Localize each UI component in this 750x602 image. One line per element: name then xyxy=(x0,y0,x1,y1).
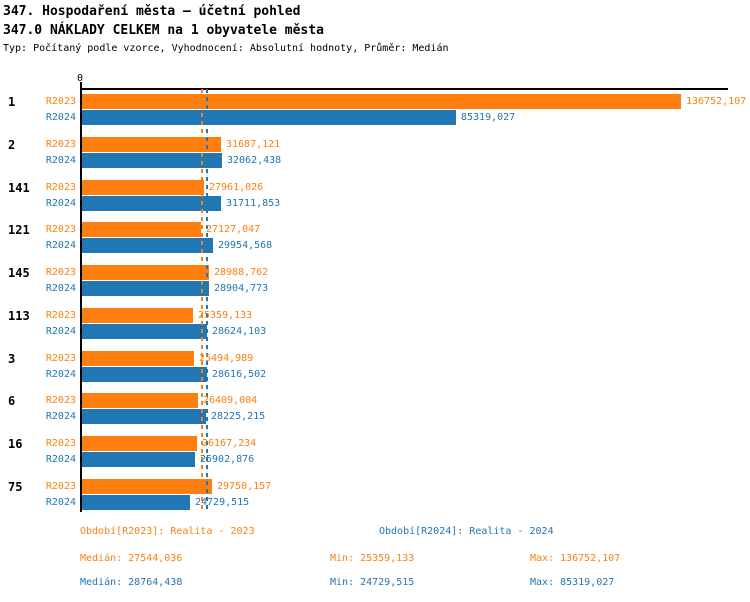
bar-group-6: 6 R2023 26409,004 R2024 28225,215 xyxy=(0,393,750,425)
value-label-r2023: 27127,047 xyxy=(206,224,261,235)
legend-max-r2024: Max: 85319,027 xyxy=(530,577,615,588)
bar-r2024 xyxy=(82,409,206,424)
legend-period-r2023: Období[R2023]: Realita - 2023 xyxy=(80,526,255,537)
bar-r2024 xyxy=(82,367,207,382)
series-label-r2023: R2023 xyxy=(45,267,76,278)
bar-r2023 xyxy=(82,351,194,366)
legend-max-r2023: Max: 136752,107 xyxy=(530,553,621,564)
bar-r2024 xyxy=(82,238,213,253)
median-line-r2024 xyxy=(206,89,208,512)
bar-group-75: 75 R2023 29750,157 R2024 24729,515 xyxy=(0,479,750,511)
bar-r2023 xyxy=(82,436,197,451)
series-label-r2024: R2024 xyxy=(45,454,76,465)
meta-line: Typ: Počítaný podle vzorce, Vyhodnocení:… xyxy=(3,43,449,54)
value-label-r2024: 28904,773 xyxy=(214,283,269,294)
series-label-r2024: R2024 xyxy=(45,112,76,123)
value-label-r2024: 28225,215 xyxy=(211,411,266,422)
series-label-r2023: R2023 xyxy=(45,395,76,406)
median-line-r2023 xyxy=(201,89,203,512)
legend-median-r2024: Medián: 28764,438 xyxy=(80,577,183,588)
value-label-r2024: 28616,502 xyxy=(212,369,267,380)
x-axis-zero-tick-label: 0 xyxy=(76,73,84,84)
value-label-r2024: 25902,876 xyxy=(200,454,255,465)
legend-period-r2024: Období[R2024]: Realita - 2024 xyxy=(379,526,554,537)
category-label: 121 xyxy=(8,223,30,237)
series-label-r2023: R2023 xyxy=(45,182,76,193)
value-label-r2023: 26409,004 xyxy=(203,395,258,406)
legend-min-r2023: Min: 25359,133 xyxy=(330,553,415,564)
value-label-r2024: 31711,853 xyxy=(226,198,281,209)
page-subtitle: 347.0 NÁKLADY CELKEM na 1 obyvatele měst… xyxy=(3,23,324,38)
bar-group-141: 141 R2023 27961,026 R2024 31711,853 xyxy=(0,180,750,212)
series-label-r2024: R2024 xyxy=(45,283,76,294)
value-label-r2023: 25494,989 xyxy=(199,353,254,364)
series-label-r2023: R2023 xyxy=(45,310,76,321)
category-label: 16 xyxy=(8,437,23,451)
bar-r2023 xyxy=(82,180,204,195)
series-label-r2023: R2023 xyxy=(45,96,76,107)
value-label-r2023: 27961,026 xyxy=(209,182,264,193)
value-label-r2024: 29954,568 xyxy=(218,240,273,251)
series-label-r2023: R2023 xyxy=(45,139,76,150)
series-label-r2024: R2024 xyxy=(45,497,76,508)
series-label-r2024: R2024 xyxy=(45,411,76,422)
series-label-r2023: R2023 xyxy=(45,438,76,449)
legend-min-r2024: Min: 24729,515 xyxy=(330,577,415,588)
series-label-r2024: R2024 xyxy=(45,326,76,337)
bar-r2023 xyxy=(82,308,193,323)
bar-group-2: 2 R2023 31687,121 R2024 32062,438 xyxy=(0,137,750,169)
legend-median-r2023: Medián: 27544,036 xyxy=(80,553,183,564)
series-label-r2024: R2024 xyxy=(45,198,76,209)
value-label-r2023: 26167,234 xyxy=(202,438,257,449)
bar-group-145: 145 R2023 28988,762 R2024 28904,773 xyxy=(0,265,750,297)
value-label-r2023: 31687,121 xyxy=(226,139,281,150)
category-label: 6 xyxy=(8,394,16,408)
category-label: 1 xyxy=(8,95,16,109)
bar-r2023 xyxy=(82,265,209,280)
category-label: 3 xyxy=(8,352,16,366)
value-label-r2024: 24729,515 xyxy=(195,497,250,508)
value-label-r2024: 32062,438 xyxy=(227,155,282,166)
series-label-r2023: R2023 xyxy=(45,481,76,492)
bar-group-16: 16 R2023 26167,234 R2024 25902,876 xyxy=(0,436,750,468)
bar-r2023 xyxy=(82,137,221,152)
x-axis-line xyxy=(81,88,728,90)
bar-r2024 xyxy=(82,324,207,339)
bar-r2024 xyxy=(82,452,195,467)
bar-r2023 xyxy=(82,393,198,408)
series-label-r2023: R2023 xyxy=(45,353,76,364)
value-label-r2024: 85319,027 xyxy=(461,112,516,123)
bar-group-121: 121 R2023 27127,047 R2024 29954,568 xyxy=(0,222,750,254)
series-label-r2024: R2024 xyxy=(45,155,76,166)
bar-group-113: 113 R2023 25359,133 R2024 28624,103 xyxy=(0,308,750,340)
bar-r2024 xyxy=(82,110,456,125)
bar-r2023 xyxy=(82,222,201,237)
bar-r2024 xyxy=(82,196,221,211)
page-title: 347. Hospodaření města – účetní pohled xyxy=(3,4,301,19)
bar-r2024 xyxy=(82,281,209,296)
bar-group-3: 3 R2023 25494,989 R2024 28616,502 xyxy=(0,351,750,383)
category-label: 75 xyxy=(8,480,23,494)
bar-group-1: 1 R2023 136752,107 R2024 85319,027 xyxy=(0,94,750,126)
category-label: 141 xyxy=(8,181,30,195)
category-label: 145 xyxy=(8,266,30,280)
bar-r2023 xyxy=(82,94,681,109)
bar-r2024 xyxy=(82,495,190,510)
series-label-r2024: R2024 xyxy=(45,369,76,380)
series-label-r2023: R2023 xyxy=(45,224,76,235)
value-label-r2023: 136752,107 xyxy=(686,96,747,107)
value-label-r2023: 25359,133 xyxy=(198,310,253,321)
value-label-r2023: 28988,762 xyxy=(214,267,269,278)
value-label-r2024: 28624,103 xyxy=(212,326,267,337)
value-label-r2023: 29750,157 xyxy=(217,481,272,492)
y-axis-line xyxy=(80,82,82,512)
category-label: 113 xyxy=(8,309,30,323)
bar-r2024 xyxy=(82,153,222,168)
series-label-r2024: R2024 xyxy=(45,240,76,251)
bar-r2023 xyxy=(82,479,212,494)
category-label: 2 xyxy=(8,138,16,152)
